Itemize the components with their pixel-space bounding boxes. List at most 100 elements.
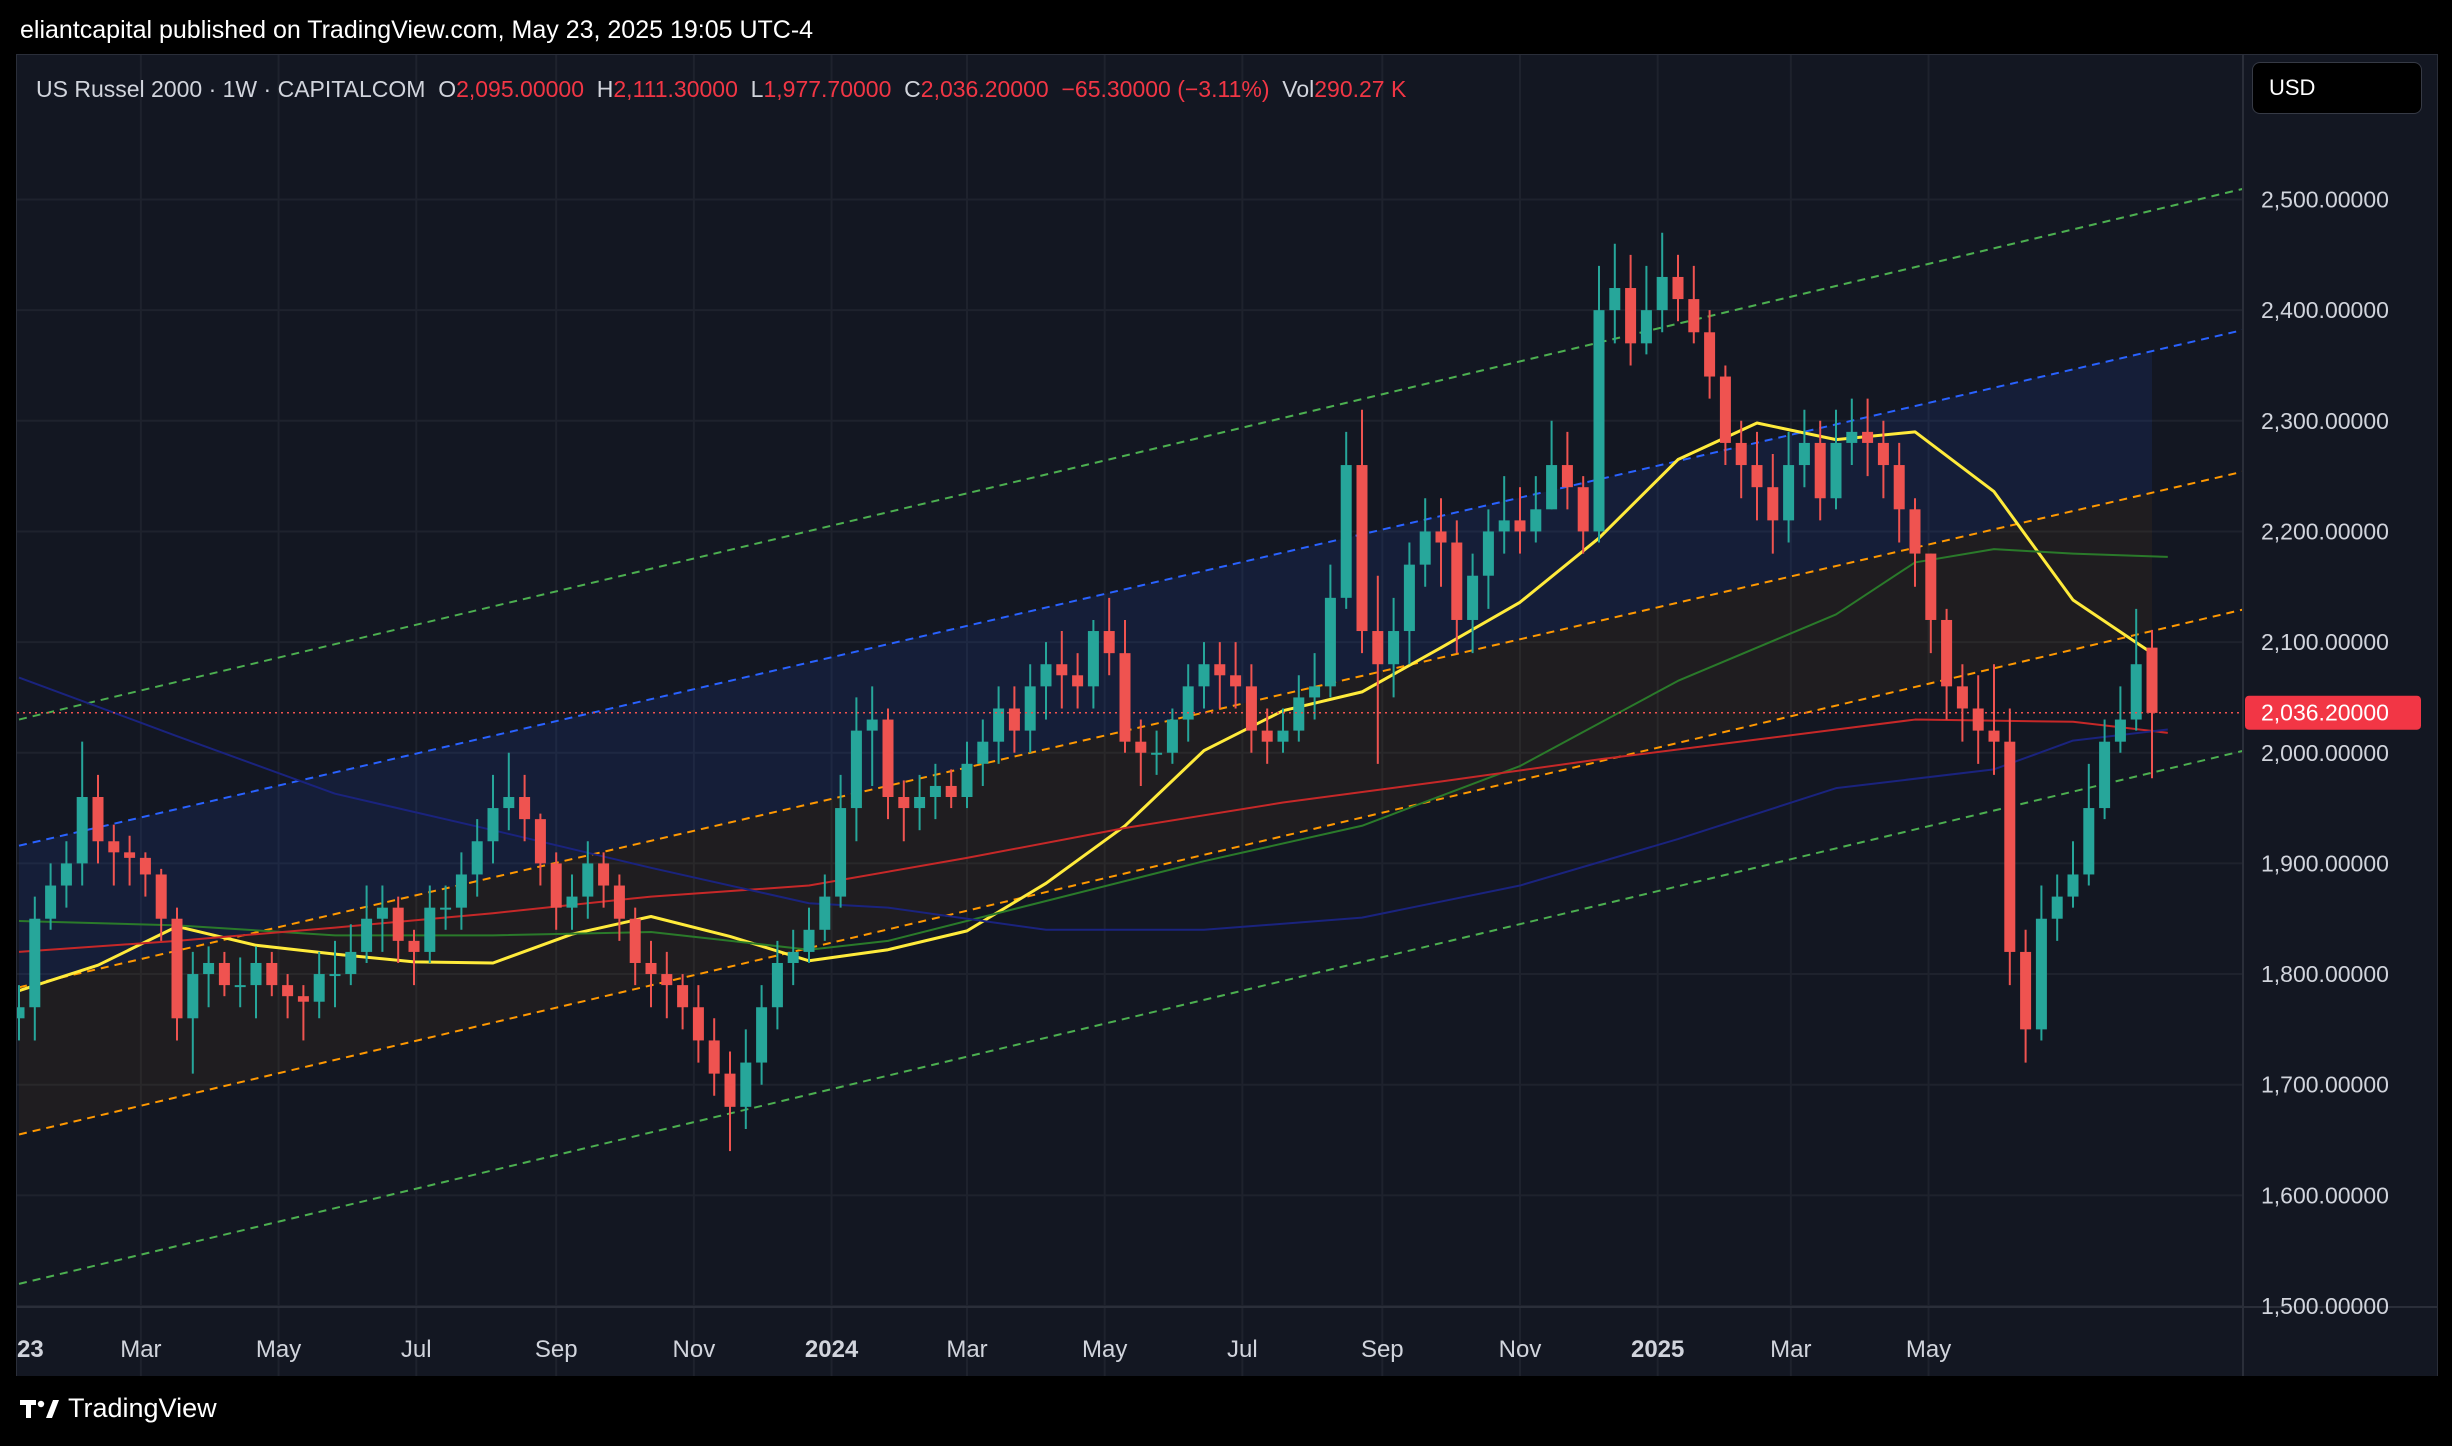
candle-body[interactable]	[1340, 465, 1352, 598]
candle-body[interactable]	[1972, 708, 1984, 731]
candle-body[interactable]	[1293, 697, 1305, 731]
candle-body[interactable]	[945, 785, 957, 798]
candle-body[interactable]	[1719, 376, 1731, 443]
candle-body[interactable]	[1245, 686, 1257, 731]
candle-body[interactable]	[1435, 531, 1447, 543]
candle-body[interactable]	[677, 985, 689, 1008]
candle-body[interactable]	[1561, 465, 1573, 488]
candle-body[interactable]	[266, 962, 278, 986]
candle-body[interactable]	[1277, 730, 1289, 742]
candle-body[interactable]	[139, 857, 151, 875]
candle-body[interactable]	[1119, 653, 1131, 742]
candle-body[interactable]	[1324, 597, 1336, 687]
candle-body[interactable]	[2146, 647, 2158, 713]
candle-body[interactable]	[866, 719, 878, 731]
candle-body[interactable]	[1941, 619, 1953, 687]
candle-body[interactable]	[1498, 520, 1510, 532]
candle-body[interactable]	[787, 951, 799, 963]
candle-body[interactable]	[1182, 686, 1194, 720]
candle-body[interactable]	[598, 863, 610, 886]
candle-body[interactable]	[1877, 442, 1889, 466]
candle-body[interactable]	[2035, 918, 2047, 1030]
candle-body[interactable]	[1451, 542, 1463, 620]
candle-body[interactable]	[1640, 310, 1652, 344]
candle-body[interactable]	[1214, 664, 1226, 676]
candle-body[interactable]	[187, 974, 199, 1019]
candle-body[interactable]	[977, 741, 989, 764]
candle-body[interactable]	[471, 841, 483, 875]
candle-body[interactable]	[171, 918, 183, 1019]
candle-body[interactable]	[376, 907, 388, 919]
candle-body[interactable]	[2067, 874, 2079, 897]
candle-body[interactable]	[1419, 531, 1431, 565]
candle-body[interactable]	[361, 918, 373, 952]
candle-body[interactable]	[1151, 752, 1163, 755]
candle-body[interactable]	[1166, 719, 1178, 753]
candle-body[interactable]	[1482, 531, 1494, 576]
tradingview-logo[interactable]: TradingView	[20, 1393, 217, 1424]
candle-body[interactable]	[392, 907, 404, 941]
candle-body[interactable]	[1198, 664, 1210, 687]
candle-body[interactable]	[898, 797, 910, 809]
candle-body[interactable]	[1830, 442, 1842, 499]
candle-body[interactable]	[550, 863, 562, 908]
candle-body[interactable]	[1783, 465, 1795, 521]
candle-body[interactable]	[756, 1007, 768, 1063]
candle-body[interactable]	[2083, 808, 2095, 875]
candle-body[interactable]	[124, 852, 136, 858]
candle-body[interactable]	[1230, 675, 1242, 687]
candle-body[interactable]	[1040, 664, 1052, 687]
candle-body[interactable]	[645, 962, 657, 975]
candle-body[interactable]	[566, 896, 578, 908]
candle-body[interactable]	[313, 974, 325, 1002]
candle-body[interactable]	[1672, 276, 1684, 300]
candle-body[interactable]	[1846, 431, 1858, 443]
candle-body[interactable]	[487, 808, 499, 842]
candle-body[interactable]	[1467, 575, 1479, 620]
candle-body[interactable]	[740, 1062, 752, 1107]
candle-body[interactable]	[503, 797, 515, 809]
candle-body[interactable]	[1862, 431, 1874, 443]
candle-body[interactable]	[961, 763, 973, 798]
candle-body[interactable]	[613, 885, 625, 919]
candle-body[interactable]	[155, 874, 167, 919]
candle-body[interactable]	[203, 962, 215, 975]
candle-body[interactable]	[914, 797, 926, 809]
candle-body[interactable]	[76, 797, 88, 864]
candle-body[interactable]	[29, 918, 41, 1008]
candle-body[interactable]	[1656, 276, 1668, 311]
candle-body[interactable]	[1909, 509, 1921, 554]
candle-body[interactable]	[329, 974, 341, 977]
candle-body[interactable]	[218, 962, 230, 986]
candle-body[interactable]	[108, 841, 120, 853]
candle-body[interactable]	[440, 907, 452, 910]
candle-body[interactable]	[1814, 442, 1826, 499]
symbol-label[interactable]: US Russel 2000 · 1W · CAPITALCOM	[36, 76, 426, 102]
candle-body[interactable]	[1103, 631, 1115, 654]
candle-body[interactable]	[2004, 741, 2016, 952]
candle-body[interactable]	[1609, 288, 1621, 311]
candle-body[interactable]	[2099, 741, 2111, 809]
candle-body[interactable]	[60, 863, 72, 886]
candle-body[interactable]	[661, 974, 673, 986]
candle-body[interactable]	[1625, 288, 1637, 344]
candle-body[interactable]	[1735, 442, 1747, 466]
candle-body[interactable]	[234, 985, 246, 988]
candle-body[interactable]	[582, 863, 594, 897]
currency-button[interactable]: USD	[2252, 62, 2422, 114]
candle-body[interactable]	[519, 797, 531, 820]
candle-body[interactable]	[2020, 951, 2032, 1030]
candle-body[interactable]	[1087, 631, 1099, 687]
candle-body[interactable]	[1956, 686, 1968, 709]
candle-body[interactable]	[835, 808, 847, 897]
candle-body[interactable]	[534, 819, 546, 864]
candle-body[interactable]	[1024, 686, 1036, 731]
candle-body[interactable]	[1893, 465, 1905, 510]
candle-body[interactable]	[819, 896, 831, 930]
candle-body[interactable]	[1372, 631, 1384, 665]
candle-body[interactable]	[2130, 664, 2142, 720]
candle-body[interactable]	[1356, 465, 1368, 632]
candle-body[interactable]	[692, 1007, 704, 1041]
candle-body[interactable]	[1751, 465, 1763, 488]
candle-body[interactable]	[1593, 310, 1605, 532]
